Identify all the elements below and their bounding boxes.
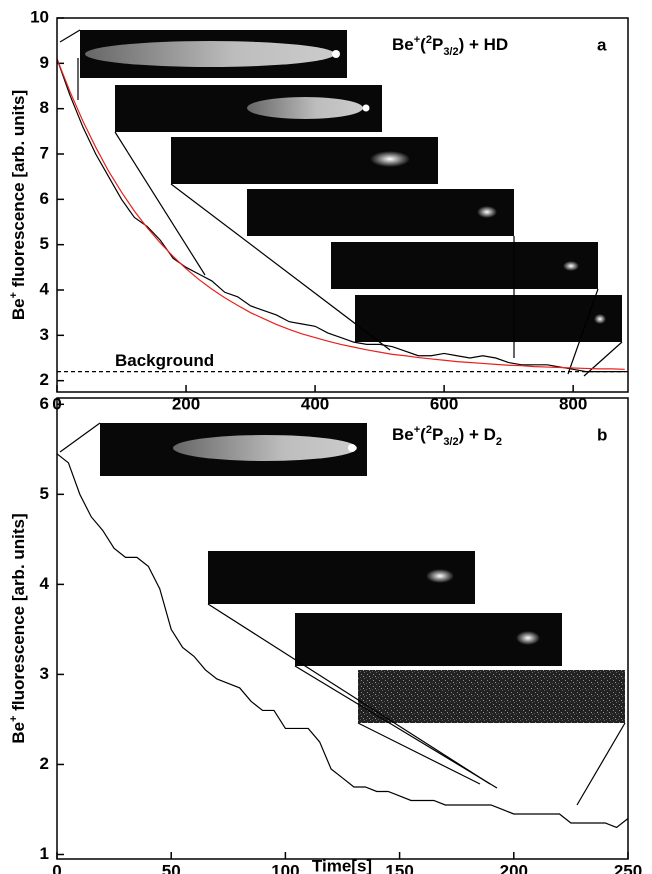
inset-image: [358, 670, 625, 723]
y-axis-label: Be+ fluorescence [arb. units]: [8, 90, 29, 320]
crystal: [563, 261, 579, 271]
label-part: +: [414, 34, 420, 46]
label-part: 3/2: [443, 46, 458, 58]
y-axis-label: Be+ fluorescence [arb. units]: [8, 513, 29, 743]
x-tick-label: 150: [385, 861, 413, 874]
annotation: Be+(2P3/2) + D2: [392, 424, 502, 448]
x-tick-label: 400: [301, 394, 329, 413]
label-part: +: [414, 424, 420, 436]
x-tick-label: 800: [559, 394, 587, 413]
label-part: (: [420, 425, 426, 444]
y-tick-label: 5: [40, 234, 49, 253]
arrow: [114, 131, 206, 276]
arrow: [170, 183, 391, 351]
x-tick-label: 100: [271, 861, 299, 874]
inset-image: [331, 242, 598, 289]
crystal: [173, 435, 357, 461]
label-part: ) + D: [459, 425, 496, 444]
label-part: fluorescence [arb. units]: [9, 90, 28, 292]
y-tick-label: 3: [40, 664, 49, 683]
panel-letter: b: [597, 425, 607, 444]
label-part: +: [8, 292, 20, 298]
y-tick-label: 2: [40, 370, 49, 389]
arrow: [59, 422, 101, 453]
y-tick-label: 8: [40, 98, 49, 117]
label-part: 2: [426, 34, 432, 46]
y-tick-label: 6: [40, 394, 49, 413]
background-label: Background: [115, 351, 214, 370]
crystal: [516, 631, 540, 645]
y-tick-label: 7: [40, 143, 49, 162]
y-tick-label: 3: [40, 325, 49, 344]
y-tick-label: 4: [40, 574, 50, 593]
y-tick-label: 9: [40, 53, 49, 72]
x-axis-label: Time[s]: [312, 856, 372, 874]
label-part: 3/2: [443, 436, 458, 448]
label-part: ) + HD: [459, 35, 509, 54]
x-tick-label: 600: [430, 394, 458, 413]
label-part: 2: [426, 424, 432, 436]
x-tick-label: 200: [500, 861, 528, 874]
label-part: P: [432, 425, 443, 444]
arrow: [294, 665, 498, 789]
label-part: Be: [392, 425, 414, 444]
arrow: [59, 29, 81, 43]
y-tick-label: 6: [40, 189, 49, 208]
plot-frame: [56, 397, 629, 860]
x-tick-label: 250: [614, 861, 642, 874]
label-part: fluorescence [arb. units]: [9, 513, 28, 715]
ion: [362, 104, 370, 112]
label-part: Be: [9, 722, 28, 744]
arrow: [207, 603, 491, 785]
arrow: [567, 288, 599, 375]
y-tick-label: 10: [30, 7, 49, 26]
arrow: [583, 341, 623, 377]
panel-letter: a: [597, 35, 607, 54]
y-tick-label: 1: [40, 844, 49, 863]
ion: [348, 444, 356, 452]
label-part: Be: [9, 298, 28, 320]
crystal: [426, 569, 454, 583]
y-tick-label: 2: [40, 754, 49, 773]
crystal: [594, 314, 606, 324]
arrows: [59, 29, 626, 806]
crystal: [370, 151, 410, 167]
inset-image: [355, 295, 622, 342]
x-tick-label: 50: [162, 861, 181, 874]
data-line: [56, 58, 625, 370]
annotation: Be+(2P3/2) + HD: [392, 34, 508, 58]
data-line: [56, 453, 629, 829]
ion: [332, 50, 340, 58]
inset-images: [80, 30, 625, 723]
label-part: +: [8, 716, 20, 722]
label-part: P: [432, 35, 443, 54]
inset-image: [247, 189, 514, 236]
y-tick-label: 4: [40, 279, 50, 298]
label-part: (: [420, 35, 426, 54]
plot-frame: [56, 17, 629, 393]
x-tick-label: 200: [172, 394, 200, 413]
crystal: [247, 97, 363, 119]
label-part: 2: [496, 436, 502, 448]
crystal: [85, 41, 335, 67]
arrow: [357, 722, 481, 785]
crystal: [477, 206, 497, 218]
label-part: Be: [392, 35, 414, 54]
arrow: [576, 722, 626, 806]
data-line: [56, 58, 625, 373]
y-tick-label: 5: [40, 484, 49, 503]
x-tick-label: 0: [52, 861, 61, 874]
